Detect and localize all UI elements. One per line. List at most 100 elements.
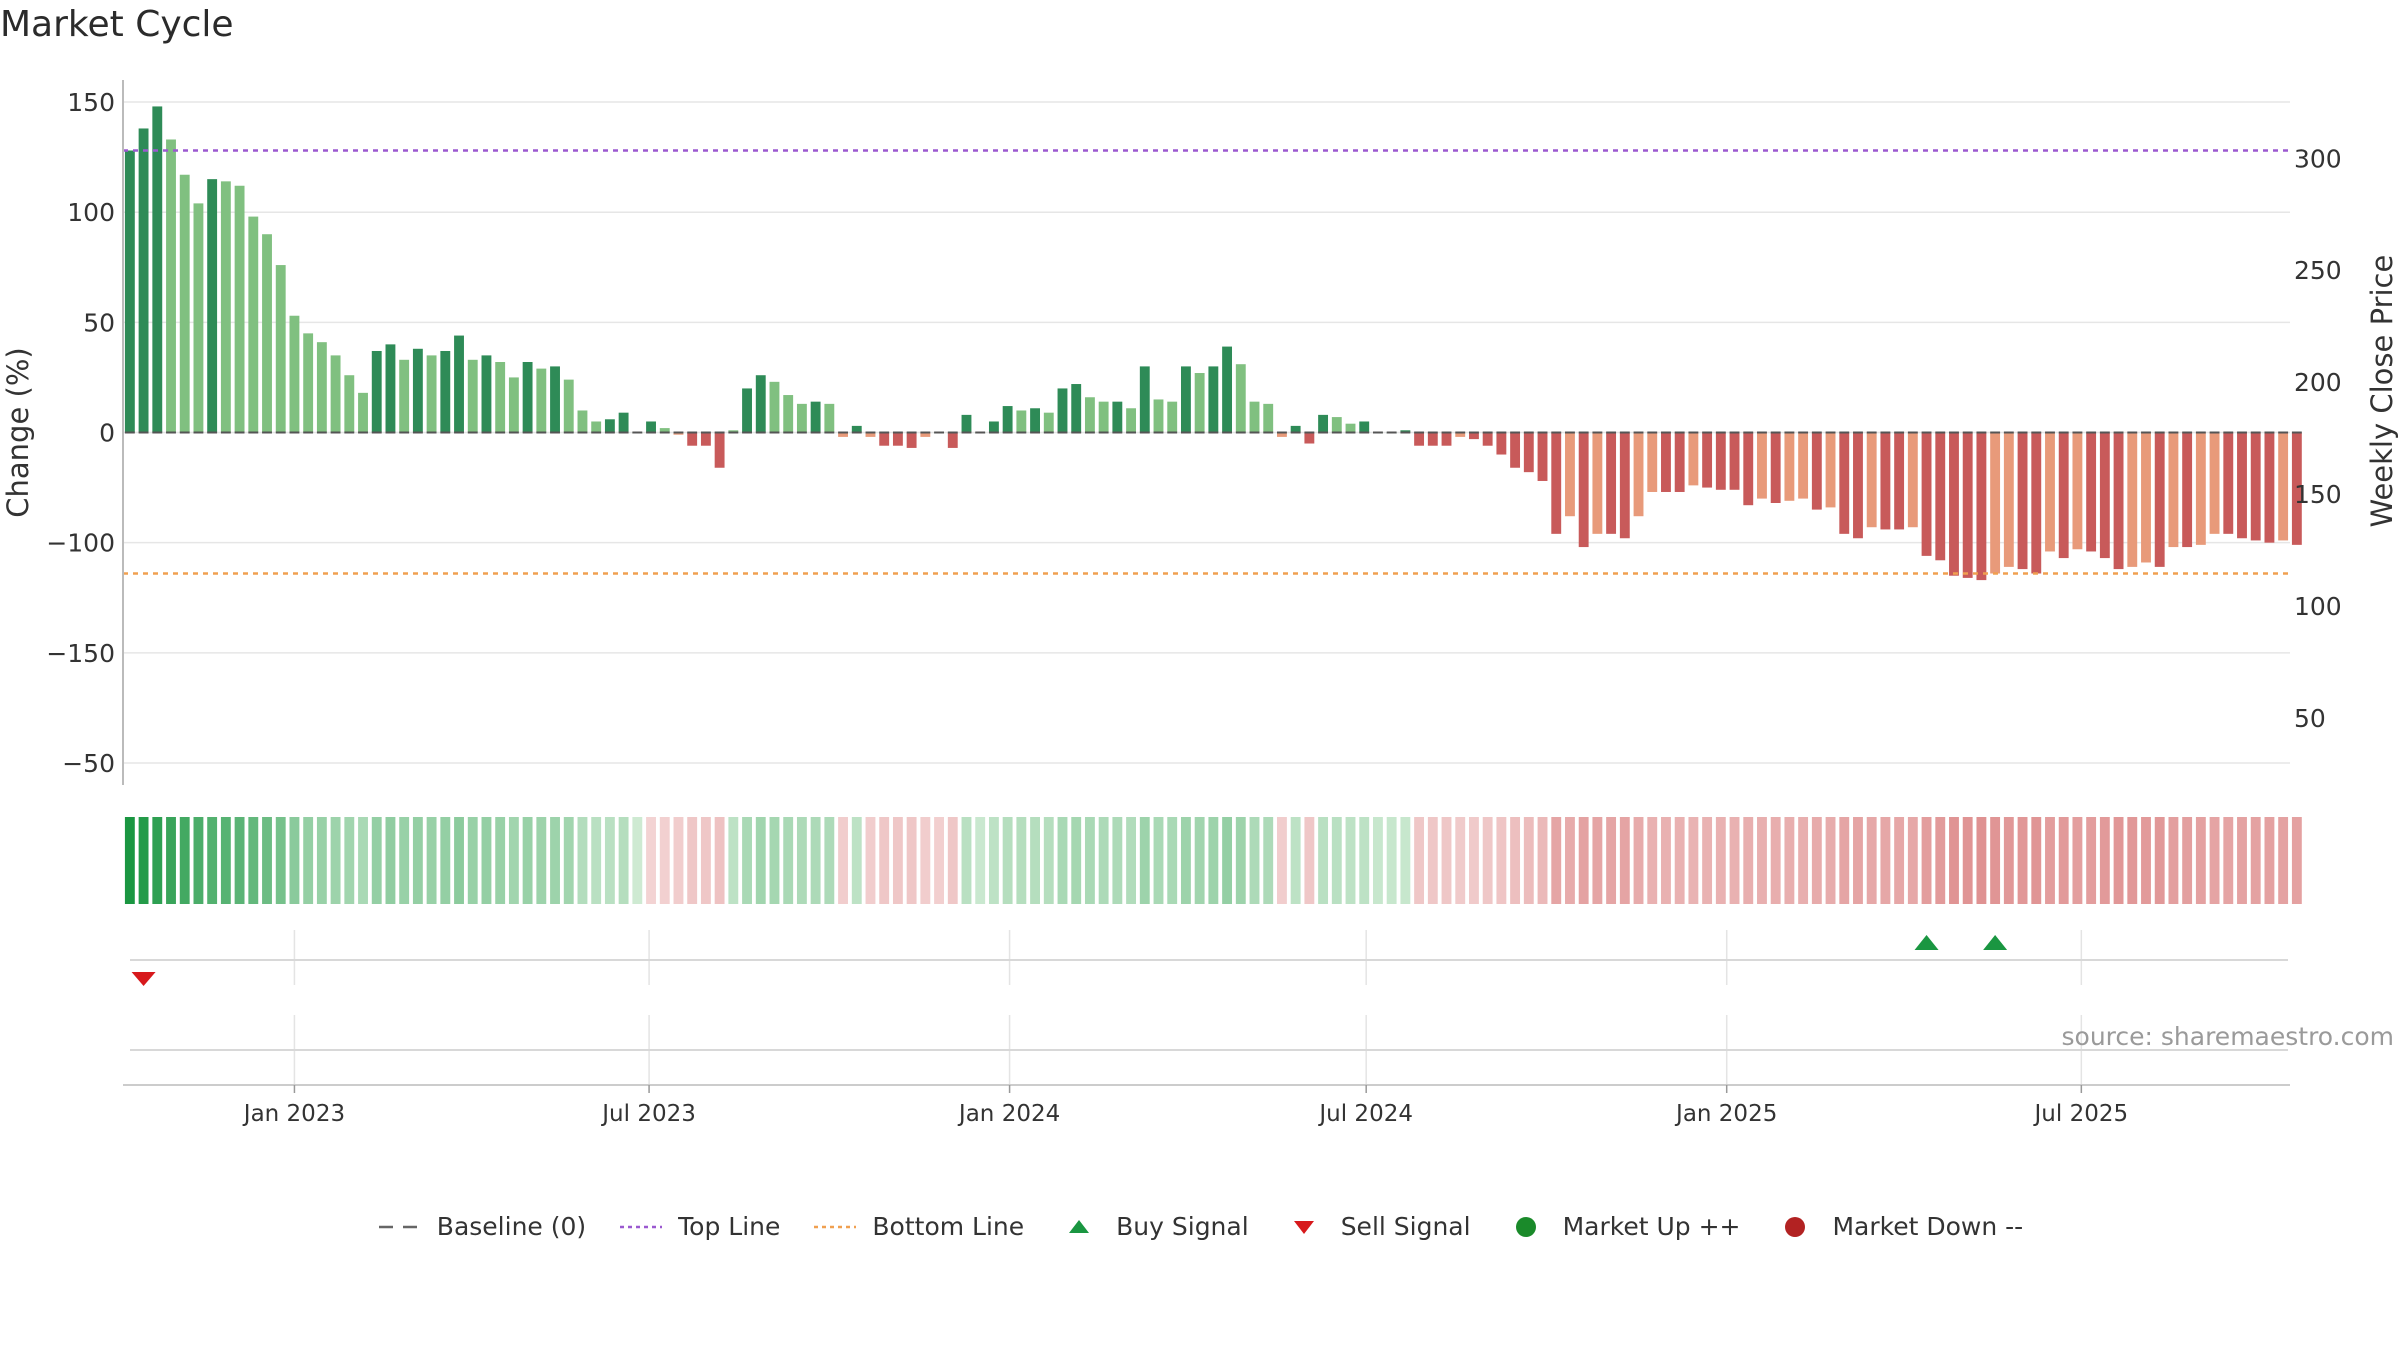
change-bar	[1112, 401, 1123, 433]
change-bar	[1126, 408, 1137, 433]
change-bar	[1839, 432, 1850, 534]
change-bar	[179, 174, 190, 433]
change-bar	[906, 432, 917, 448]
change-bar	[577, 410, 588, 433]
baseline-dash-icon	[378, 1225, 421, 1228]
heat-cell	[2154, 817, 2165, 904]
heat-cell	[1894, 817, 1905, 904]
heat-cell	[1208, 817, 1219, 904]
heat-cell	[193, 817, 204, 904]
heat-cell	[2168, 817, 2179, 904]
legend-item: Top Line	[618, 1212, 780, 1241]
heat-cell	[385, 817, 396, 904]
heat-cell	[508, 817, 519, 904]
heat-cell	[2086, 817, 2097, 904]
heat-cell	[1071, 817, 1082, 904]
change-bar	[1469, 432, 1479, 440]
heat-cell	[481, 817, 492, 904]
change-bar	[1290, 425, 1301, 433]
change-bar	[1345, 423, 1356, 433]
change-bar	[1935, 432, 1946, 561]
heat-cell	[1345, 817, 1356, 904]
change-bar	[1318, 414, 1329, 433]
heat-cell	[467, 817, 478, 904]
change-bar	[1661, 432, 1671, 492]
heat-cell	[1331, 817, 1342, 904]
change-bar	[1537, 432, 1548, 481]
heat-cell	[1030, 817, 1040, 904]
heat-cell	[1661, 817, 1671, 904]
heat-cell	[1839, 817, 1850, 904]
change-bar	[399, 359, 410, 433]
change-bar	[2086, 432, 2097, 552]
change-bar	[1276, 432, 1287, 437]
change-bar	[508, 377, 519, 433]
heat-cell	[687, 817, 698, 904]
change-bar	[495, 362, 506, 433]
heat-cell	[1853, 817, 1863, 904]
heat-cell	[947, 817, 958, 904]
heat-cell	[1043, 817, 1054, 904]
change-bar	[1441, 432, 1452, 446]
change-bar	[2113, 432, 2124, 570]
buy-signal-marker	[1983, 935, 2008, 950]
change-bar	[550, 366, 560, 433]
heat-cell	[1057, 817, 1068, 904]
heat-cell	[1455, 817, 1466, 904]
change-bar	[2278, 432, 2289, 541]
change-bar	[316, 342, 327, 433]
heat-cell	[1619, 817, 1630, 904]
change-bar	[1249, 401, 1260, 433]
heat-cell	[892, 817, 903, 904]
heat-cell	[2291, 817, 2302, 904]
heat-cell	[495, 817, 506, 904]
change-bar	[1153, 399, 1164, 433]
change-bar	[810, 401, 821, 433]
left-tick-label: −100	[46, 529, 115, 558]
heat-cell	[536, 817, 547, 904]
heat-cell	[1359, 817, 1370, 904]
heat-cell	[1565, 817, 1575, 904]
heat-cell	[1688, 817, 1699, 904]
heat-cell	[1578, 817, 1589, 904]
legend-label: Baseline (0)	[436, 1212, 587, 1241]
change-bar	[1894, 432, 1905, 530]
legend-item: Bottom Line	[812, 1212, 1024, 1241]
change-bar	[234, 185, 245, 433]
heat-cell	[1976, 817, 1987, 904]
sell-signal-marker	[131, 972, 156, 986]
change-bar	[714, 432, 725, 468]
heat-cell	[646, 817, 656, 904]
heat-cell	[1112, 817, 1123, 904]
heat-cell	[1441, 817, 1452, 904]
change-bar	[289, 315, 300, 433]
change-bar	[385, 344, 396, 433]
heat-cell	[1276, 817, 1287, 904]
change-bar	[1949, 432, 1959, 576]
change-bar	[2072, 432, 2083, 550]
heat-cell	[810, 817, 821, 904]
change-bar	[1990, 432, 2001, 574]
heat-cell	[2223, 817, 2234, 904]
heat-cell	[454, 817, 464, 904]
heat-cell	[1126, 817, 1137, 904]
heat-cell	[1825, 817, 1836, 904]
change-bar	[536, 368, 547, 433]
change-bar	[275, 265, 286, 433]
change-bar	[2195, 432, 2206, 545]
heat-cell	[728, 817, 739, 904]
right-tick-label: 150	[2294, 480, 2342, 509]
change-bar	[618, 412, 629, 433]
chart-title: Market Cycle	[0, 4, 234, 45]
change-bar	[1757, 432, 1767, 499]
change-bar	[124, 150, 135, 433]
heat-cell	[934, 817, 944, 904]
heat-cell	[358, 817, 368, 904]
change-bar	[2045, 432, 2055, 552]
change-bar	[728, 430, 739, 433]
heat-cell	[1139, 817, 1150, 904]
legend-item: Baseline (0)	[377, 1212, 586, 1241]
change-bar	[1976, 432, 1987, 581]
heat-cell	[152, 817, 163, 904]
change-bar	[769, 381, 780, 433]
